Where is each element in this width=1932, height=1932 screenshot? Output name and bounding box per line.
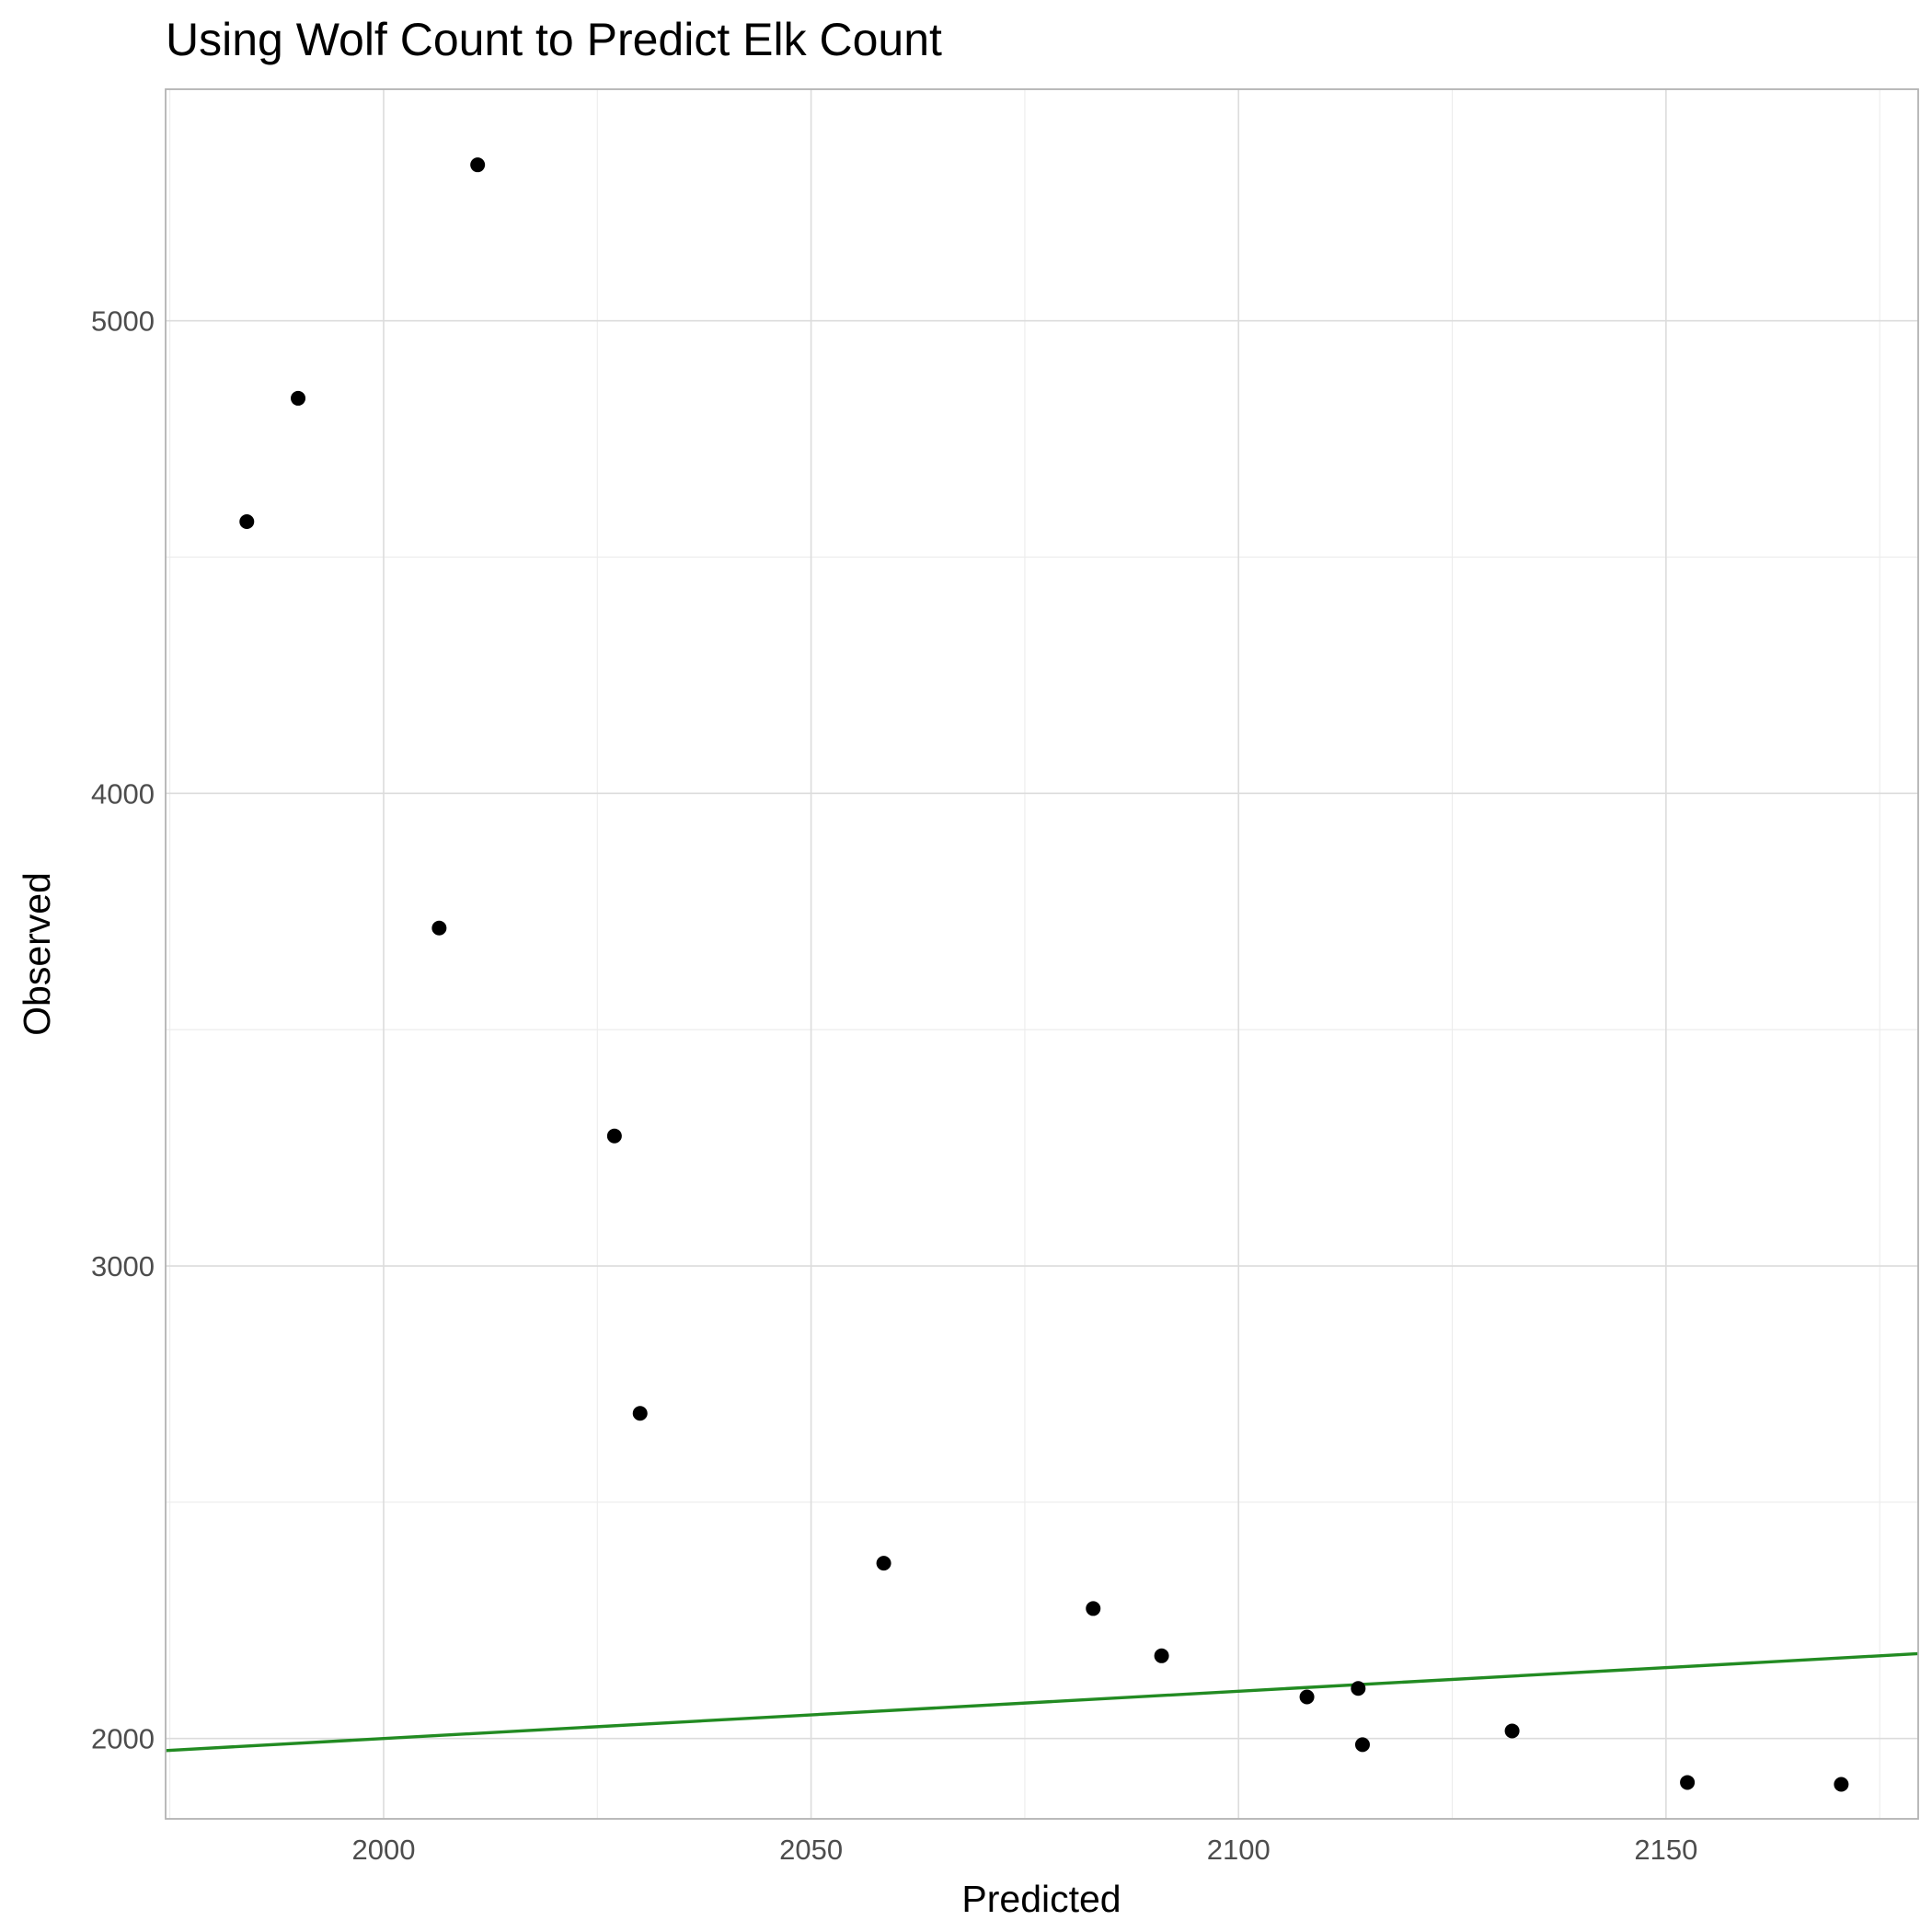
reference-line — [165, 1651, 1919, 1753]
y-tick-label: 3000 — [91, 1250, 155, 1282]
data-point — [1299, 1689, 1315, 1705]
data-point — [1351, 1681, 1366, 1696]
data-point — [1680, 1775, 1696, 1790]
major-gridlines — [166, 89, 1918, 1819]
reference-line-layer — [165, 1651, 1919, 1753]
data-point — [1154, 1648, 1169, 1663]
data-point — [1504, 1723, 1520, 1739]
y-tick-labels: 2000 3000 4000 5000 — [91, 305, 155, 1755]
x-tick-label: 2100 — [1207, 1834, 1271, 1866]
data-point — [291, 390, 306, 406]
data-point — [1086, 1601, 1101, 1616]
data-point — [431, 920, 447, 936]
panel-border — [165, 88, 1919, 1820]
x-tick-label: 2050 — [779, 1834, 843, 1866]
data-point — [239, 514, 255, 529]
y-tick-label: 5000 — [91, 305, 155, 338]
data-point — [470, 157, 486, 173]
y-tick-label: 2000 — [91, 1723, 155, 1755]
x-axis-title: Predicted — [961, 1878, 1121, 1920]
x-tick-label: 2000 — [351, 1834, 415, 1866]
data-point — [876, 1556, 891, 1571]
data-point — [1834, 1777, 1849, 1792]
data-points — [239, 157, 1849, 1792]
x-tick-labels: 2000 2050 2100 2150 — [351, 1834, 1697, 1866]
y-tick-label: 4000 — [91, 777, 155, 810]
data-point — [1354, 1737, 1370, 1753]
chart-title: Using Wolf Count to Predict Elk Count — [166, 14, 942, 65]
x-tick-label: 2150 — [1634, 1834, 1697, 1866]
y-axis-title: Observed — [16, 872, 58, 1036]
data-point — [606, 1128, 622, 1144]
data-point — [632, 1406, 648, 1421]
minor-gridlines — [166, 89, 1918, 1819]
